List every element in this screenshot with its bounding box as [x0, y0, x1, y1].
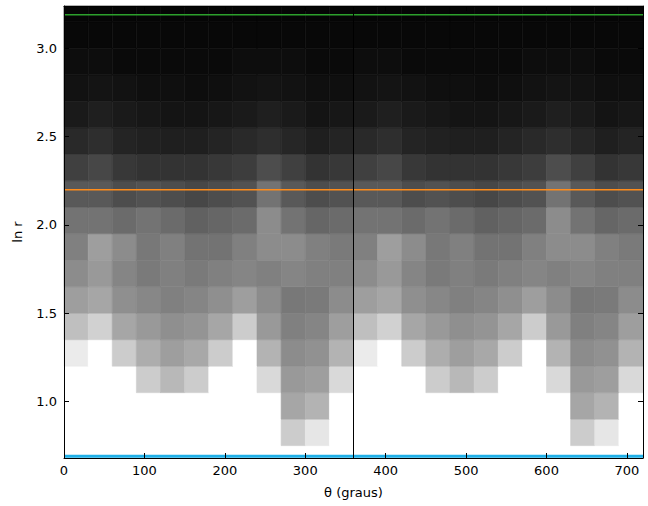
svg-text:2.0: 2.0 — [36, 217, 57, 232]
svg-text:100: 100 — [132, 463, 157, 478]
svg-text:700: 700 — [615, 463, 640, 478]
svg-text:1.0: 1.0 — [36, 394, 57, 409]
svg-text:2.5: 2.5 — [36, 129, 57, 144]
svg-text:600: 600 — [534, 463, 559, 478]
svg-text:200: 200 — [212, 463, 237, 478]
svg-text:0: 0 — [60, 463, 68, 478]
svg-text:500: 500 — [454, 463, 479, 478]
svg-text:300: 300 — [293, 463, 318, 478]
svg-text:1.5: 1.5 — [36, 306, 57, 321]
svg-text:3.0: 3.0 — [36, 41, 57, 56]
svg-text:ln r: ln r — [10, 221, 25, 243]
svg-text:θ (graus): θ (graus) — [324, 485, 383, 500]
svg-text:400: 400 — [373, 463, 398, 478]
